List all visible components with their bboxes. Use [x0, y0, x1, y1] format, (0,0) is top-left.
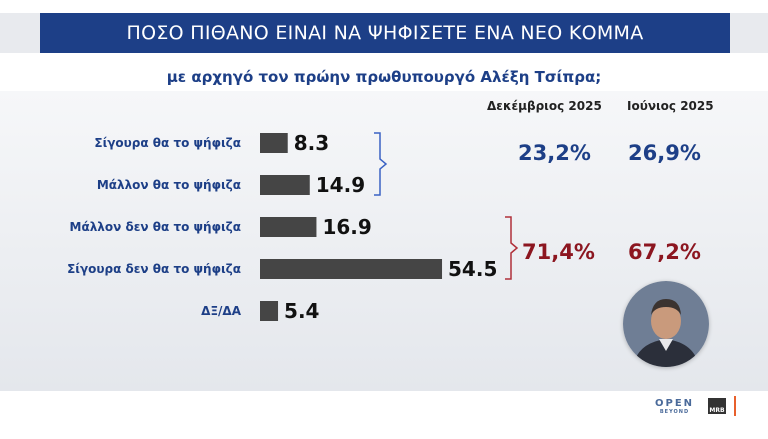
- column-header-december: Δεκέμβριος 2025: [487, 99, 602, 113]
- pollster-label: MRB: [709, 407, 725, 414]
- bracket-positive: [374, 132, 388, 196]
- column-header-june: Ιούνιος 2025: [627, 99, 714, 113]
- chart-title: ΠΟΣΟ ΠΙΘΑΝΟ ΕΙΝΑΙ ΝΑ ΨΗΦΙΣΕΤΕ ΕΝΑ ΝΕΟ ΚΟ…: [126, 22, 644, 44]
- bar: [260, 259, 443, 279]
- bar-value-label: 16.9: [322, 215, 371, 239]
- category-label: ΔΞ/ΔΑ: [201, 304, 242, 318]
- open-beyond-logo: OPEN BEYOND: [655, 398, 694, 415]
- bar-value-label: 8.3: [294, 131, 329, 155]
- category-label: Σίγουρα θα το ψήφιζα: [94, 136, 241, 150]
- summary-negative-june: 67,2%: [628, 240, 701, 264]
- bar: [260, 217, 317, 237]
- bar: [260, 133, 288, 153]
- bar: [260, 175, 310, 195]
- logo-subtext: BEYOND: [659, 409, 690, 415]
- bar: [260, 301, 279, 321]
- chart-subtitle: με αρχηγό τον πρώην πρωθυπουργό Αλέξη Τσ…: [166, 68, 602, 86]
- title-band: ΠΟΣΟ ΠΙΘΑΝΟ ΕΙΝΑΙ ΝΑ ΨΗΦΙΣΕΤΕ ΕΝΑ ΝΕΟ ΚΟ…: [40, 13, 730, 53]
- footer-accent-bar: [734, 396, 736, 416]
- bar-value-label: 5.4: [284, 299, 319, 323]
- bar-value-label: 14.9: [316, 173, 365, 197]
- summary-positive-june: 26,9%: [628, 141, 701, 165]
- mrb-logo: MRB: [708, 398, 726, 414]
- leader-portrait: [623, 281, 709, 367]
- bracket-negative: [505, 216, 519, 280]
- summary-positive-december: 23,2%: [518, 141, 591, 165]
- bar-value-label: 54.5: [448, 257, 497, 281]
- logo-text: OPEN: [655, 398, 695, 409]
- category-label: Σίγουρα δεν θα το ψήφιζα: [67, 262, 241, 276]
- summary-negative-december: 71,4%: [522, 240, 595, 264]
- category-label: Μάλλον θα το ψήφιζα: [97, 178, 241, 192]
- category-label: Μάλλον δεν θα το ψήφιζα: [70, 220, 241, 234]
